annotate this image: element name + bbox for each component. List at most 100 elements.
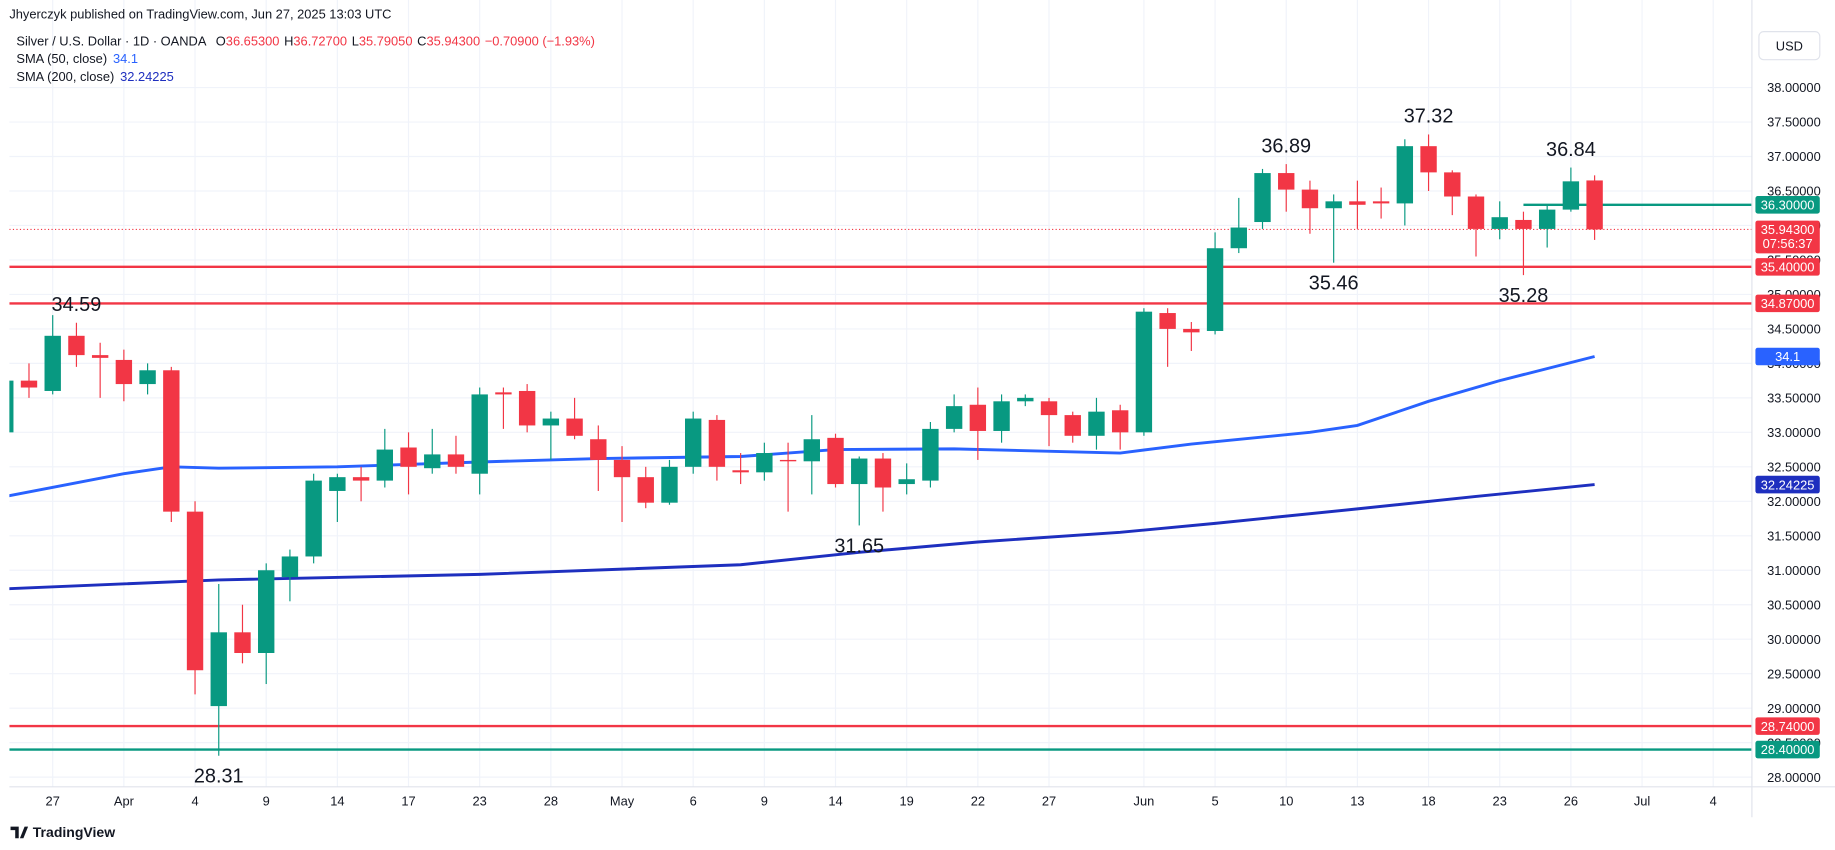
y-tick-label: 34.50000 [1767, 322, 1821, 337]
legend-value: 36.65300 [226, 34, 280, 49]
x-tick-label: 17 [401, 794, 415, 809]
candle-body [732, 470, 749, 473]
currency-button[interactable] [1758, 31, 1821, 61]
candle-body [827, 437, 844, 485]
candle-body [234, 632, 251, 654]
candle-body [1515, 219, 1532, 229]
candle-body [542, 418, 560, 426]
candle-body [661, 466, 678, 503]
x-tick-label: 5 [1211, 794, 1218, 809]
x-tick-label: 28 [544, 794, 558, 809]
price-tag [1755, 740, 1820, 759]
x-tick-label: Jun [1134, 794, 1155, 809]
axes: 28.0000028.5000029.0000029.5000030.00000… [46, 80, 1821, 808]
candle-body [756, 453, 773, 473]
candle-body [1064, 415, 1081, 436]
candle-body [1206, 248, 1224, 331]
x-tick-label: Apr [114, 794, 135, 809]
y-tick-label: 37.50000 [1767, 115, 1821, 130]
price-tag-label: 34.1 [1775, 349, 1800, 364]
candle-body [447, 454, 465, 467]
candle-body [1325, 201, 1342, 209]
candle-body [9, 380, 14, 433]
legend-change: −0.70900 (−1.93%) [485, 34, 595, 49]
candle-body [851, 458, 868, 485]
legend-key: O [216, 34, 226, 49]
price-tag [1755, 294, 1820, 313]
annotation: 28.31 [194, 766, 244, 788]
price-tag-label: 36.30000 [1761, 197, 1815, 212]
legend-series: SMA (50, close) 34.1 [16, 51, 138, 66]
y-tick-label: 32.00000 [1767, 494, 1821, 509]
candle-body [1372, 201, 1390, 204]
price-tag [1755, 347, 1820, 366]
candle-body [1396, 146, 1414, 204]
candle-body [20, 380, 38, 388]
candle-body [708, 419, 726, 467]
x-tick-label: 26 [1564, 794, 1578, 809]
candle-body [779, 459, 797, 462]
price-tag [1755, 196, 1820, 214]
candle-body [44, 335, 61, 391]
candle-body [305, 480, 322, 557]
candle-body [803, 439, 820, 462]
x-tick-label: 14 [828, 794, 842, 809]
candle-body [898, 479, 915, 485]
x-tick-label: 23 [1493, 794, 1507, 809]
x-tick-label: 22 [971, 794, 985, 809]
candle-body [115, 359, 133, 385]
candle-body [258, 570, 275, 654]
countdown: 07:56:37 [1763, 236, 1813, 251]
y-tick-label: 29.50000 [1767, 666, 1821, 681]
y-tick-label: 28.00000 [1767, 770, 1821, 785]
symbol: Silver / U.S. Dollar · 1D · OANDA [16, 34, 206, 49]
candle-body [210, 632, 227, 707]
y-tick-label: 32.50000 [1767, 460, 1821, 475]
candle-body [922, 428, 939, 481]
series-value: 34.1 [113, 51, 138, 66]
price-tag-label: 32.24225 [1761, 477, 1815, 492]
candle-body [1111, 410, 1129, 433]
grid [9, 0, 1752, 787]
candle-body [424, 454, 441, 469]
price-tag-label: 35.40000 [1761, 260, 1815, 275]
candle-body [1301, 189, 1319, 209]
candle-body [1159, 313, 1176, 329]
series-name: SMA (50, close) [16, 51, 107, 66]
y-tick-label: 36.50000 [1767, 184, 1821, 199]
price-tags: 36.30000 35.40000 34.87000 28.74000 28.40000… [1755, 196, 1820, 759]
candle-body [68, 335, 85, 356]
candle-body [1562, 181, 1580, 210]
candle-body [1183, 328, 1200, 333]
price-tag [1755, 220, 1820, 254]
annotation: 31.65 [834, 535, 884, 557]
candle-body [874, 458, 892, 488]
logo-icon [10, 826, 29, 839]
candle-body [518, 390, 536, 426]
logo: TradingView [10, 824, 115, 840]
price-tag-label: 35.94300 [1761, 222, 1815, 237]
candle-body [1349, 201, 1366, 205]
candle-body [1586, 180, 1603, 230]
annotation: 36.84 [1546, 139, 1596, 161]
candle-body [1230, 227, 1247, 249]
candle-body [1444, 172, 1461, 197]
candle-body [1491, 217, 1508, 229]
series-name: SMA (200, close) [16, 69, 114, 84]
candle-body [1254, 173, 1271, 223]
y-tick-label: 31.50000 [1767, 528, 1821, 543]
candle-body [566, 418, 583, 436]
y-tick-label: 30.00000 [1767, 632, 1821, 647]
candle-body [969, 404, 987, 431]
x-tick-label: 10 [1279, 794, 1293, 809]
candle-body [352, 477, 370, 481]
legend-value: 35.94300 [426, 34, 480, 49]
x-tick-label: 9 [761, 794, 768, 809]
x-tick-label: 9 [263, 794, 270, 809]
annotation: 36.89 [1261, 135, 1311, 157]
currency-label[interactable]: USD [1776, 38, 1803, 53]
x-tick-label: 6 [690, 794, 697, 809]
x-tick-label: 14 [330, 794, 344, 809]
